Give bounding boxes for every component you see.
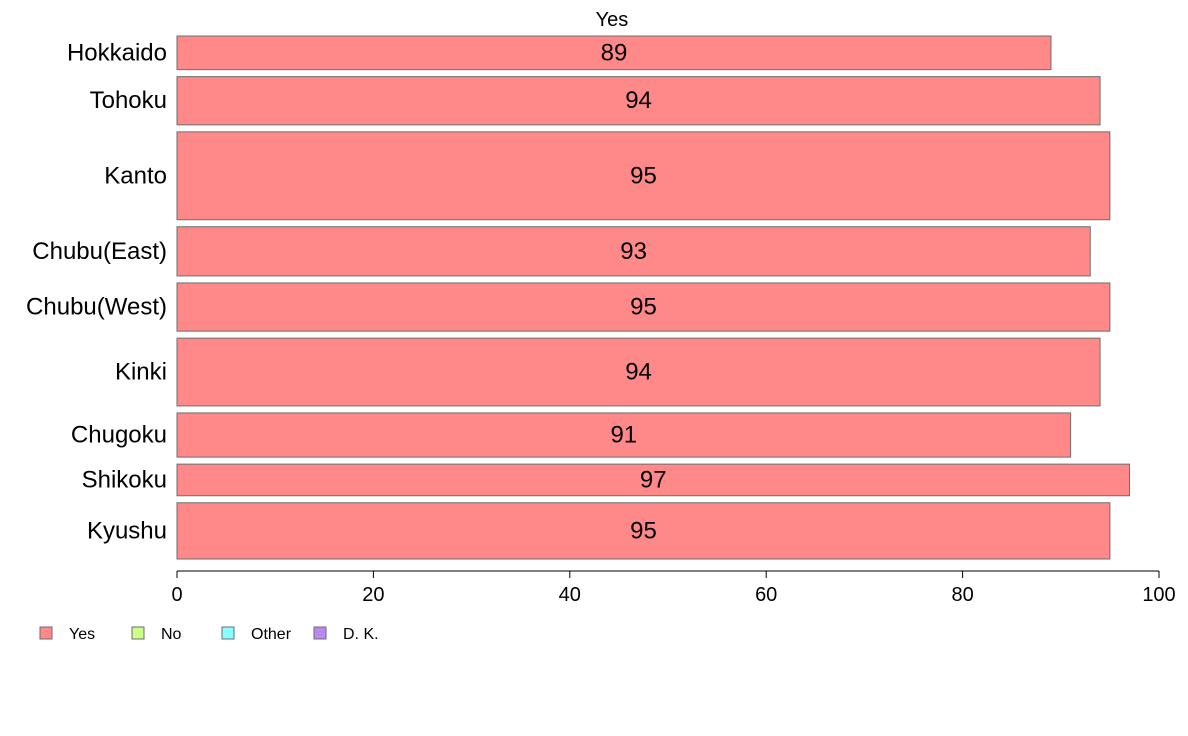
- legend-swatch: [39, 626, 53, 640]
- category-label: Kanto: [104, 162, 167, 189]
- legend-swatch: [313, 626, 327, 640]
- bars-layer: Hokkaido 89 Tohoku 94 Kanto 95 Chubu(East) 93 Ch…: [26, 35, 1131, 560]
- bar-shikoku: [176, 463, 1131, 497]
- data-label: 94: [625, 87, 652, 114]
- category-label: Chubu(East): [32, 238, 167, 265]
- legend-label: D. K.: [343, 626, 379, 643]
- panel-title: Yes: [596, 9, 629, 31]
- category-label: Tohoku: [90, 87, 167, 114]
- x-tick-label: 0: [171, 584, 182, 606]
- bar-chubu-west-: [176, 282, 1111, 332]
- bar-kyushu: [176, 502, 1111, 560]
- x-axis: 0 20 40 60 80 100: [171, 570, 1176, 606]
- bar-chugoku: [176, 412, 1072, 458]
- x-tick-label: 40: [559, 584, 581, 606]
- data-label: 91: [610, 422, 637, 449]
- data-label: 94: [625, 359, 652, 386]
- data-label: 95: [630, 162, 657, 189]
- bar-kinki: [176, 337, 1101, 407]
- data-label: 97: [640, 466, 667, 493]
- x-tick-label: 100: [1142, 584, 1175, 606]
- legend-label: Other: [251, 626, 292, 643]
- legend-swatch: [221, 626, 235, 640]
- bar-tohoku: [176, 76, 1101, 126]
- x-tick-label: 20: [362, 584, 384, 606]
- data-label: 93: [620, 238, 647, 265]
- category-label: Chugoku: [71, 422, 167, 449]
- category-label: Kinki: [115, 359, 167, 386]
- category-label: Hokkaido: [67, 39, 167, 66]
- category-label: Chubu(West): [26, 294, 167, 321]
- legend: Yes No Other D. K.: [39, 626, 379, 643]
- x-tick-label: 60: [755, 584, 777, 606]
- bar-hokkaido: [176, 35, 1052, 71]
- legend-label: Yes: [69, 626, 95, 643]
- data-label: 89: [601, 39, 628, 66]
- data-label: 95: [630, 294, 657, 321]
- legend-label: No: [161, 626, 182, 643]
- legend-swatch: [131, 626, 145, 640]
- bar-chubu-east-: [176, 226, 1091, 277]
- category-label: Kyushu: [87, 517, 167, 544]
- category-label: Shikoku: [82, 466, 167, 493]
- bar-kanto: [176, 131, 1111, 221]
- x-tick-label: 80: [951, 584, 973, 606]
- data-label: 95: [630, 517, 657, 544]
